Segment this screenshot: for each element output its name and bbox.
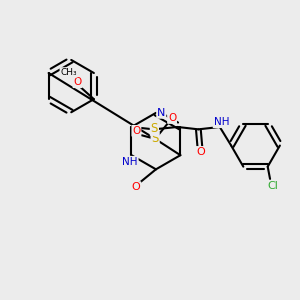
Text: N: N (157, 108, 166, 118)
Text: O: O (132, 182, 140, 192)
Text: NH: NH (122, 157, 138, 167)
Text: O: O (74, 77, 82, 87)
Text: Cl: Cl (268, 181, 278, 191)
Text: O: O (132, 126, 140, 136)
Text: S: S (151, 122, 158, 135)
Text: S: S (152, 132, 159, 146)
Text: CH₃: CH₃ (60, 68, 77, 77)
Text: O: O (196, 147, 205, 157)
Text: O: O (168, 113, 176, 123)
Text: NH: NH (214, 117, 229, 127)
